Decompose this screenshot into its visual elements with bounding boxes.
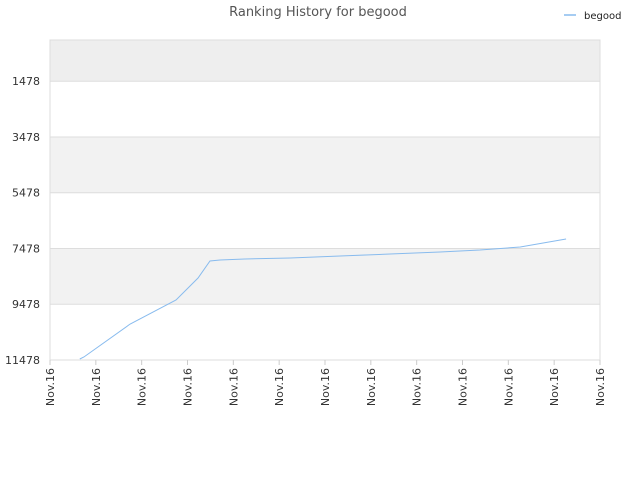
x-tick-label: Nov.16: [136, 368, 149, 406]
x-tick-label: Nov.16: [457, 368, 470, 406]
x-tick-label: Nov.16: [502, 368, 515, 406]
x-tick-label: Nov.16: [90, 368, 103, 406]
y-tick-label: 9478: [12, 298, 40, 311]
y-tick-label: 3478: [12, 131, 40, 144]
chart-title: Ranking History for begood: [229, 5, 407, 20]
x-tick-label: Nov.16: [273, 368, 286, 406]
line: [79, 238, 567, 360]
grid-band: [50, 40, 600, 82]
x-tick-label: Nov.16: [44, 368, 57, 406]
grid-band: [50, 136, 600, 193]
plot-border: [49, 39, 601, 361]
y-tick-label: 1478: [12, 75, 40, 88]
y-tick-label: 11478: [5, 354, 40, 367]
x-tick-label: Nov.16: [548, 368, 561, 406]
x-tick-label: Nov.16: [365, 368, 378, 406]
y-tick-label: 5478: [12, 187, 40, 200]
x-tick-label: Nov.16: [182, 368, 195, 406]
x-tick-label: Nov.16: [319, 368, 332, 406]
y-tick-label: 7478: [12, 242, 40, 255]
x-tick-label: Nov.16: [594, 368, 607, 406]
legend-label: begood: [584, 11, 621, 22]
x-tick-label: Nov.16: [227, 368, 240, 406]
x-tick-label: Nov.16: [411, 368, 424, 406]
grid-band: [50, 248, 600, 305]
